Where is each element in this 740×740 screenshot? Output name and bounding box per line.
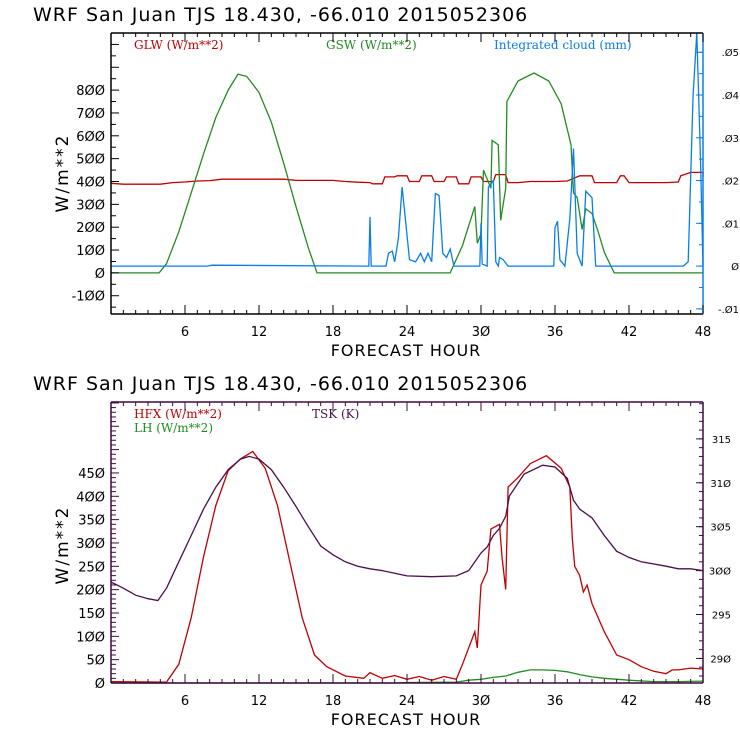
x-axis-label: FORECAST HOUR bbox=[331, 341, 482, 360]
x-tick-label: 42 bbox=[621, 325, 638, 340]
y2-tick-label: 29Ø bbox=[710, 653, 731, 665]
y-tick-label: 6ØØ bbox=[76, 130, 105, 145]
legend-tsk: TSK (K) bbox=[312, 407, 359, 421]
x-tick-label: 48 bbox=[695, 325, 712, 340]
y-tick-label: 2ØØ bbox=[76, 584, 105, 599]
y-tick-label: 4ØØ bbox=[76, 175, 105, 190]
x-tick-label: 12 bbox=[251, 325, 268, 340]
y2-tick-label: 3ØØ bbox=[709, 566, 731, 578]
x-tick-label: 42 bbox=[621, 694, 638, 709]
x-tick-label: 3Ø bbox=[472, 694, 491, 709]
series-layer bbox=[110, 32, 704, 274]
y-tick-label: 7ØØ bbox=[76, 107, 105, 122]
legend-hfx: HFX (W/m**2) bbox=[134, 407, 222, 421]
y2-tick-label: 3Ø5 bbox=[710, 522, 731, 534]
y-tick-label: 4ØØ bbox=[76, 490, 105, 505]
y-axis-label: W/m**2 bbox=[53, 134, 73, 213]
panel-title: WRF San Juan TJS 18.430, -66.010 2015052… bbox=[33, 4, 528, 26]
legend-cloud: Integrated cloud (mm) bbox=[494, 38, 632, 52]
y-tick-label: 3ØØ bbox=[76, 537, 105, 552]
axes-layer: 6 12 18 24 3Ø 36 42 48 Ø 5Ø 1ØØ 15Ø 2ØØ 25Ø 3ØØ 35Ø 4ØØ 4… bbox=[76, 401, 731, 709]
panel-fluxes: WRF San Juan TJS 18.430, -66.010 2015052… bbox=[33, 373, 731, 729]
y2-tick-label: 315 bbox=[712, 435, 731, 446]
y-tick-label: 1ØØ bbox=[76, 244, 105, 259]
y-tick-label: 25Ø bbox=[78, 560, 105, 575]
y2-tick-label: 31Ø bbox=[710, 478, 731, 490]
x-tick-label: 18 bbox=[325, 325, 342, 340]
y2-tick-label: .Ø5 bbox=[722, 47, 739, 59]
x-tick-label: 3Ø bbox=[472, 325, 491, 340]
y-tick-label: 2ØØ bbox=[76, 221, 105, 236]
y-tick-label: -1ØØ bbox=[72, 290, 105, 305]
x-tick-label: 12 bbox=[251, 694, 268, 709]
y-tick-label: 3ØØ bbox=[76, 198, 105, 213]
legend-glw: GLW (W/m**2) bbox=[134, 38, 223, 52]
axes-layer: 6 12 18 24 3Ø 36 42 48 -1ØØ Ø 1ØØ 2ØØ 3ØØ 4ØØ 5ØØ 6ØØ 7Ø… bbox=[72, 32, 739, 340]
y-tick-label: 35Ø bbox=[78, 514, 105, 529]
legend-lh: LH (W/m**2) bbox=[134, 421, 213, 435]
y-tick-label: 45Ø bbox=[78, 467, 105, 482]
y2-tick-label: .Ø2 bbox=[722, 176, 739, 188]
x-tick-label: 24 bbox=[399, 325, 416, 340]
y-tick-label: Ø bbox=[95, 677, 105, 692]
y2-tick-label: Ø bbox=[731, 261, 739, 273]
x-tick-label: 36 bbox=[547, 325, 564, 340]
series-hfx-line bbox=[110, 450, 704, 683]
legend-gsw: GSW (W/m**2) bbox=[326, 38, 417, 52]
y-tick-label: 15Ø bbox=[78, 607, 105, 622]
y-tick-label: 1ØØ bbox=[76, 630, 105, 645]
x-tick-label: 36 bbox=[547, 694, 564, 709]
y-axis-label: W/m**2 bbox=[53, 506, 73, 585]
panel-radiation: WRF San Juan TJS 18.430, -66.010 2015052… bbox=[33, 4, 739, 360]
y2-tick-label: .Ø4 bbox=[722, 90, 739, 102]
y-tick-label: Ø bbox=[95, 267, 105, 282]
series-integrated-line bbox=[111, 32, 704, 269]
panel-title: WRF San Juan TJS 18.430, -66.010 2015052… bbox=[33, 373, 528, 395]
y-tick-label: 8ØØ bbox=[76, 84, 105, 99]
x-tick-label: 6 bbox=[181, 694, 189, 709]
y2-tick-label: .Ø3 bbox=[722, 133, 739, 145]
y2-tick-label: 295 bbox=[712, 611, 731, 622]
series-tsk-line bbox=[110, 455, 704, 602]
x-tick-label: 24 bbox=[399, 694, 416, 709]
x-tick-label: 18 bbox=[325, 694, 342, 709]
series-gsw-line bbox=[111, 72, 703, 274]
series-glw-line bbox=[110, 171, 704, 185]
y-tick-label: 5Ø bbox=[86, 654, 105, 669]
x-tick-label: 6 bbox=[181, 325, 189, 340]
y2-tick-label: -.Ø1 bbox=[718, 304, 739, 316]
x-axis-label: FORECAST HOUR bbox=[331, 710, 482, 729]
x-tick-label: 48 bbox=[695, 694, 712, 709]
y2-tick-label: .Ø1 bbox=[722, 218, 739, 230]
series-lh-line bbox=[111, 669, 704, 684]
y-tick-label: 5ØØ bbox=[76, 153, 105, 168]
series-layer bbox=[110, 450, 704, 684]
